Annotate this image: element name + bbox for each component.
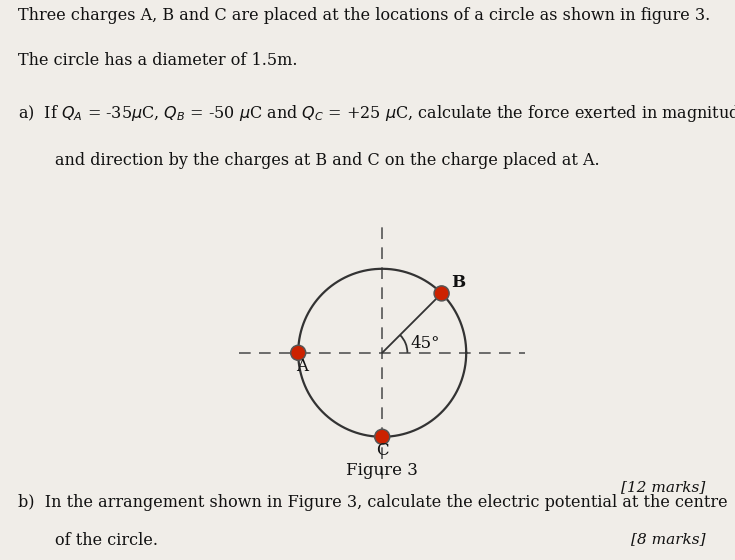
Text: [8 marks]: [8 marks] xyxy=(631,532,706,546)
Circle shape xyxy=(375,429,390,445)
Text: Three charges A, B and C are placed at the locations of a circle as shown in fig: Three charges A, B and C are placed at t… xyxy=(18,7,711,24)
Text: 45°: 45° xyxy=(411,335,440,352)
Text: A: A xyxy=(296,358,309,375)
Text: a)  If $Q_A$ = -35$\mu$C, $Q_B$ = -50 $\mu$C and $Q_C$ = +25 $\mu$C, calculate t: a) If $Q_A$ = -35$\mu$C, $Q_B$ = -50 $\m… xyxy=(18,103,735,124)
Text: b)  In the arrangement shown in Figure 3, calculate the electric potential at th: b) In the arrangement shown in Figure 3,… xyxy=(18,494,728,511)
Text: and direction by the charges at B and C on the charge placed at A.: and direction by the charges at B and C … xyxy=(55,152,600,169)
Text: The circle has a diameter of 1.5m.: The circle has a diameter of 1.5m. xyxy=(18,52,298,68)
Circle shape xyxy=(292,347,304,359)
Circle shape xyxy=(436,287,448,300)
Text: C: C xyxy=(376,442,389,459)
Text: [12 marks]: [12 marks] xyxy=(621,480,706,494)
Circle shape xyxy=(376,431,388,443)
Circle shape xyxy=(434,286,449,301)
Text: Figure 3: Figure 3 xyxy=(346,461,418,479)
Text: of the circle.: of the circle. xyxy=(55,532,158,549)
Text: B: B xyxy=(451,274,465,291)
Circle shape xyxy=(290,345,306,361)
